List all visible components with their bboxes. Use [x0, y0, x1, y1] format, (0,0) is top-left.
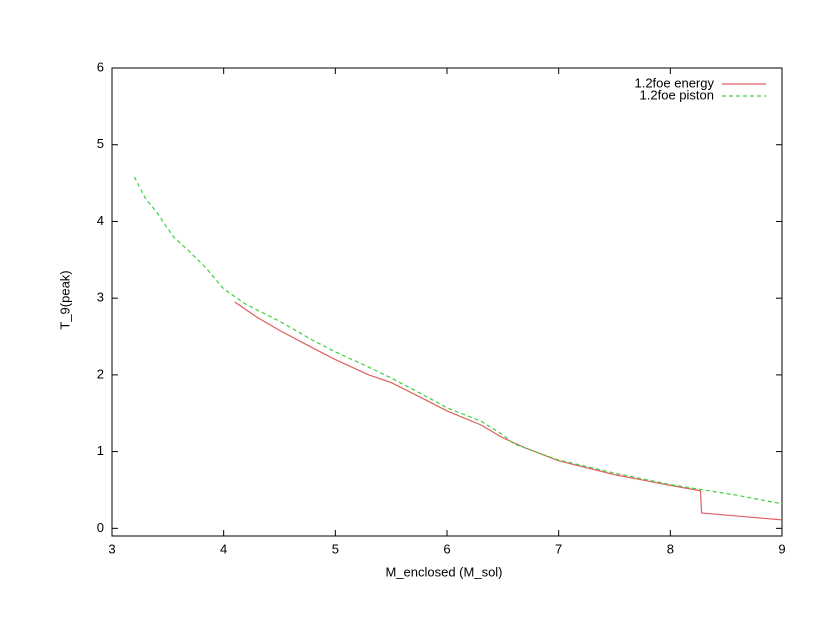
data-line [234, 301, 783, 521]
x-tick-label: 9 [778, 541, 785, 556]
x-tick-label: 5 [332, 541, 339, 556]
y-tick-label: 6 [97, 59, 104, 74]
y-tick-label: 4 [97, 213, 104, 228]
x-tick-label: 7 [555, 541, 562, 556]
legend-label: 1.2foe piston [640, 87, 714, 102]
plot-frame [111, 67, 783, 537]
data-line [133, 176, 783, 505]
y-axis-label: T_9(peak) [57, 270, 72, 329]
x-tick-label: 6 [443, 541, 450, 556]
y-tick-label: 1 [97, 443, 104, 458]
y-tick-label: 0 [97, 520, 104, 535]
y-tick-label: 5 [97, 136, 104, 151]
y-tick-label: 3 [97, 290, 104, 305]
y-tick-label: 2 [97, 366, 104, 381]
x-tick-label: 8 [667, 541, 674, 556]
x-tick-label: 3 [108, 541, 115, 556]
legend-label: 1.2foe energy [634, 75, 714, 90]
x-axis-label: M_enclosed (M_sol) [385, 564, 502, 579]
x-tick-label: 4 [220, 541, 227, 556]
